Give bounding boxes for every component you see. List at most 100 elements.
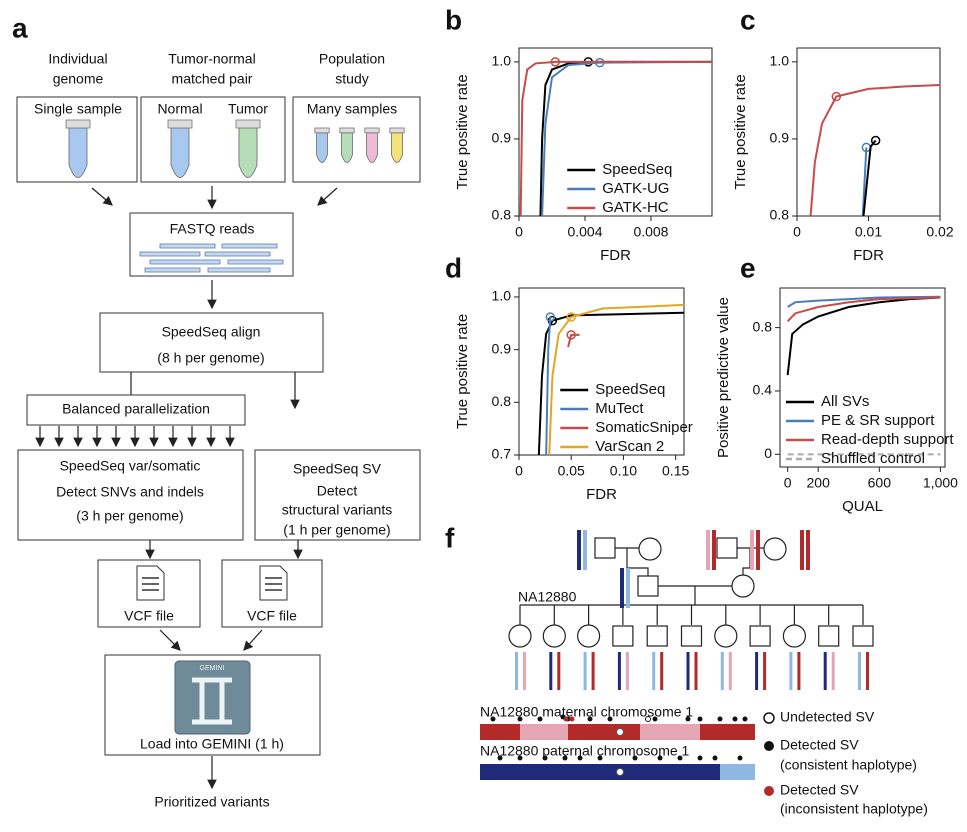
x-tick-label: 600 [868, 475, 892, 491]
legend-label: Detected SV [780, 782, 859, 798]
y-tick-label: 0.8 [492, 393, 512, 409]
chromosome [625, 652, 629, 690]
chromosome-segment [520, 724, 568, 740]
vcf-label: VCF file [247, 608, 297, 624]
series-line [545, 316, 552, 456]
legend-label: GATK-UG [602, 180, 669, 197]
align-label: SpeedSeq align [162, 324, 261, 340]
chromosome [617, 652, 621, 690]
tube [68, 127, 88, 178]
y-tick-label: 0.4 [753, 382, 773, 398]
arrow-fan [35, 426, 235, 448]
female [542, 624, 566, 648]
chromosome [858, 652, 861, 690]
male [852, 625, 874, 647]
series-line [787, 295, 941, 308]
tube [391, 132, 403, 163]
chromosome [515, 652, 518, 690]
tube-cap [389, 127, 405, 134]
chromosome-label: NA12880 paternal chromosome 1 [480, 743, 690, 759]
sv-dot [490, 716, 496, 722]
series-line [862, 139, 877, 217]
var-box [17, 449, 244, 541]
sample-label: Single sample [34, 101, 122, 117]
chromosome [523, 652, 526, 690]
plot-frame [518, 47, 713, 217]
y-tick-label: 0 [764, 445, 772, 461]
legend-label: Shuffled control [821, 450, 925, 467]
panel-label: b [445, 4, 462, 35]
female [763, 537, 787, 561]
y-tick-label: 0.8 [492, 207, 512, 223]
plot-frame [779, 287, 946, 468]
panel-label: a [12, 12, 28, 43]
legend-label: VarScan 2 [595, 438, 664, 455]
y-axis-title: True positive rate [732, 74, 749, 189]
sv-dot [542, 755, 548, 761]
sv-dot [732, 716, 738, 722]
y-tick-label: 0.8 [753, 318, 773, 334]
sv-dot [537, 716, 543, 722]
legend-label: Detected SV [780, 737, 859, 753]
sv-dot [645, 716, 651, 722]
chromosome [806, 530, 810, 570]
x-axis-title: FDR [853, 247, 884, 264]
sv-label: structural variants [282, 502, 392, 518]
arrow [91, 187, 113, 206]
male [680, 625, 703, 647]
chromosome-segment [568, 724, 640, 740]
female [782, 624, 807, 648]
chromosome [866, 652, 869, 690]
sample-label: Normal [157, 101, 202, 117]
x-tick-label: 0 [793, 224, 801, 240]
tube-cap [314, 127, 330, 134]
panel-label: c [740, 4, 756, 35]
y-tick-label: 0.9 [492, 340, 512, 356]
series-marker [566, 330, 576, 340]
panel-label: d [445, 252, 462, 283]
reads [139, 243, 284, 273]
x-tick-label: 200 [807, 475, 831, 491]
male [637, 575, 659, 597]
chromosome [706, 530, 710, 570]
var-label: Detect SNVs and indels [56, 484, 204, 500]
sv-dot [563, 716, 569, 722]
sv-dot [717, 716, 723, 722]
chromosome [750, 530, 754, 570]
legend-label: (inconsistent haplotype) [780, 801, 928, 817]
sv-dot [497, 755, 503, 761]
x-tick-label: 0.008 [633, 224, 668, 240]
series-line [861, 147, 868, 217]
y-axis-title: True positive rate [454, 74, 471, 189]
centromere [616, 768, 624, 776]
chromosome [652, 652, 656, 690]
y-tick-label: 0.8 [770, 207, 790, 223]
sv-dot [652, 716, 658, 722]
chromosome [797, 652, 801, 690]
female [638, 537, 662, 561]
pedigree: f NA12880 NA12880 maternal chromosome 1 … [445, 522, 928, 816]
legend-label: SpeedSeq [595, 381, 665, 398]
series-marker [870, 135, 881, 146]
arrow [243, 629, 263, 651]
tube [238, 127, 258, 178]
series-line [786, 296, 941, 376]
parallel-label: Balanced parallelization [62, 401, 210, 417]
male [594, 537, 616, 559]
column-title: Individual [48, 51, 107, 67]
series-line [519, 60, 712, 217]
chromosome [823, 652, 827, 690]
tube-cap [167, 119, 193, 129]
sv-box [254, 449, 421, 541]
x-tick-label: 0 [515, 463, 523, 479]
female [731, 574, 755, 598]
legend-dot [764, 741, 774, 751]
x-tick-label: 0.15 [662, 463, 689, 479]
legend-label: PE & SR support [821, 412, 935, 429]
x-tick-label: 0.05 [558, 463, 585, 479]
x-tick-label: 0.004 [567, 224, 602, 240]
sv-dot [597, 755, 603, 761]
chromosome [583, 530, 587, 570]
sv-dot [685, 716, 691, 722]
